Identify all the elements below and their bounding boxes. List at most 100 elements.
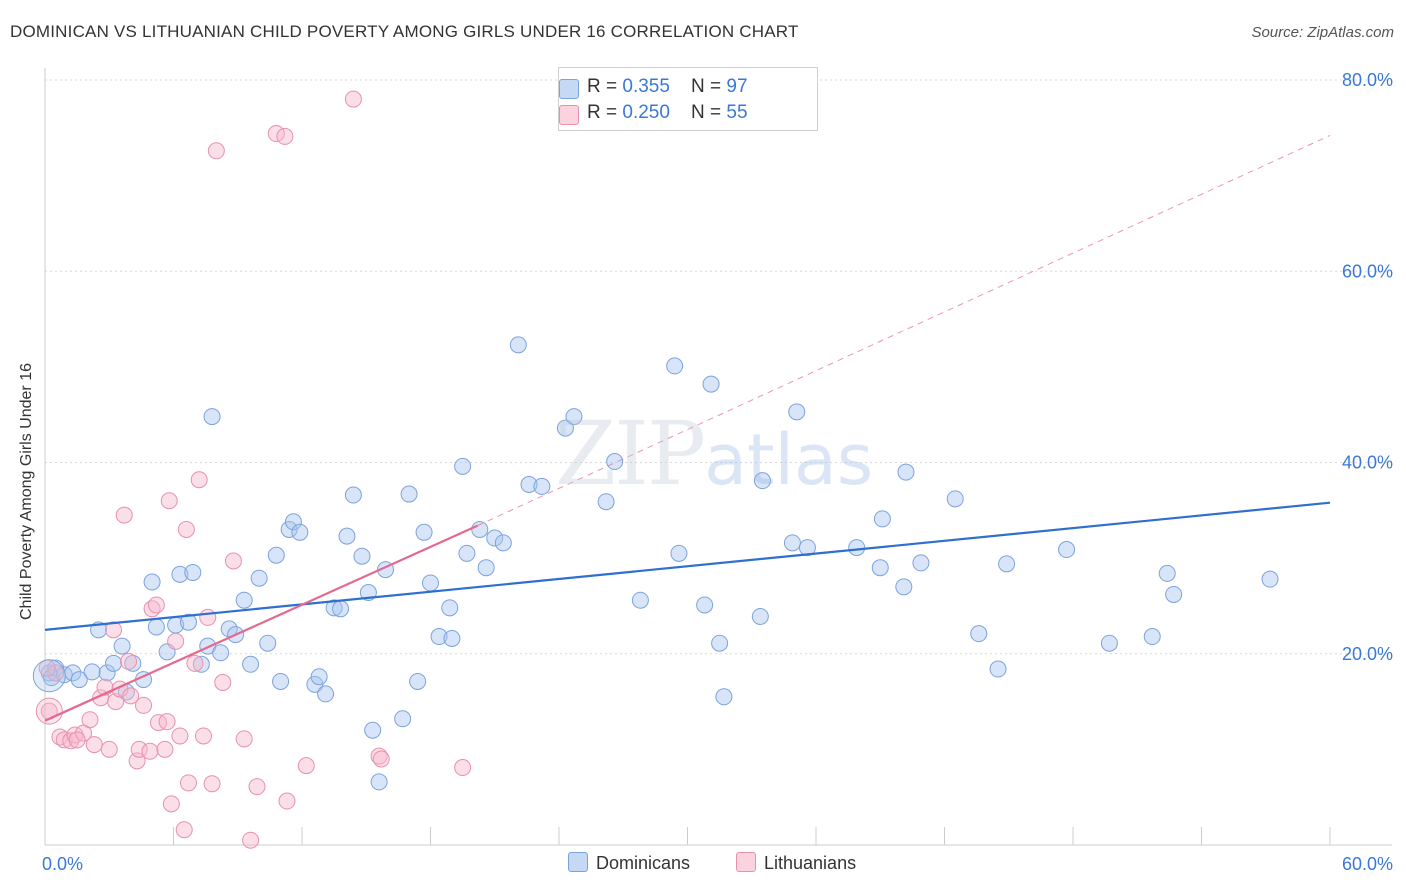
data-point: [1165, 585, 1183, 603]
data-point: [248, 778, 266, 796]
y-tick-label: 20.0%: [1342, 644, 1393, 664]
data-point: [509, 336, 527, 354]
data-point: [171, 727, 189, 745]
stats-row-lithuanians: R = 0.250 N = 55: [559, 102, 748, 125]
data-point: [338, 527, 356, 545]
data-point: [203, 775, 221, 793]
data-point: [798, 539, 816, 557]
data-point: [486, 529, 504, 547]
lithuanians-legend-swatch: [736, 852, 756, 872]
data-point: [105, 654, 123, 672]
data-point: [606, 453, 624, 471]
x-tick-label: 0.0%: [42, 854, 83, 874]
data-point: [242, 831, 260, 849]
data-point: [946, 490, 964, 508]
data-point: [353, 547, 371, 565]
data-point: [259, 634, 277, 652]
data-point: [989, 660, 1007, 678]
data-point: [556, 419, 574, 437]
watermark-atlas: atlas: [704, 419, 874, 501]
data-point: [1158, 564, 1176, 582]
data-point: [344, 486, 362, 504]
data-point: [276, 127, 294, 145]
data-point: [291, 523, 309, 541]
data-point: [156, 740, 174, 758]
data-point: [788, 403, 806, 421]
data-point: [895, 578, 913, 596]
data-point: [98, 664, 116, 682]
data-point: [477, 559, 495, 577]
data-point: [422, 574, 439, 592]
stats-legend: R = 0.355 N = 97 R = 0.250 N = 55: [558, 67, 818, 131]
legend-label: Dominicans: [596, 853, 691, 873]
chart-title: DOMINICAN VS LITHUANIAN CHILD POVERTY AM…: [10, 22, 799, 41]
trend-lines: [44, 135, 1331, 722]
data-point: [207, 142, 225, 160]
tick-labels: 20.0% 40.0% 60.0% 80.0% 0.0% 60.0%: [42, 70, 1393, 874]
y-tick-label: 40.0%: [1342, 453, 1393, 473]
stats-row-dominicans: R = 0.355 N = 97: [559, 76, 748, 99]
data-point: [344, 90, 362, 108]
data-point: [897, 463, 915, 481]
data-point: [199, 608, 217, 626]
data-point: [970, 625, 988, 643]
dominicans-trend-line: [44, 501, 1331, 631]
data-point: [203, 408, 221, 426]
data-point: [147, 618, 165, 636]
data-point: [400, 485, 418, 503]
data-point: [194, 727, 212, 745]
data-point: [224, 552, 242, 570]
legend-item-dominicans: Dominicans: [568, 852, 690, 874]
data-point: [179, 774, 197, 792]
data-point: [306, 675, 324, 693]
data-point: [192, 655, 210, 673]
data-point: [310, 668, 328, 686]
data-point: [158, 713, 176, 731]
r-value: 0.355: [622, 76, 670, 97]
y-axis-label: Child Poverty Among Girls Under 16: [18, 363, 35, 620]
zipatlas-watermark: ZIPatlas: [555, 402, 873, 505]
data-point: [100, 740, 118, 758]
data-point: [332, 600, 350, 618]
n-label: N =: [691, 76, 727, 97]
lithuanians-trend-line: [44, 524, 479, 722]
data-point: [912, 554, 930, 572]
data-point: [998, 555, 1016, 573]
legend-label: Lithuanians: [764, 853, 857, 873]
data-point: [370, 773, 388, 791]
n-value: 97: [726, 76, 748, 97]
data-point: [715, 688, 733, 706]
data-point: [235, 591, 253, 609]
data-point: [122, 687, 140, 705]
data-point: [85, 736, 103, 754]
data-point: [370, 747, 388, 765]
data-point: [471, 520, 489, 538]
lithuanians-swatch: [559, 105, 579, 125]
n-value: 55: [726, 102, 748, 123]
data-point: [184, 563, 202, 581]
data-point: [105, 621, 123, 639]
data-point: [175, 821, 193, 839]
data-point: [162, 795, 180, 813]
legend-item-lithuanians: Lithuanians: [736, 852, 856, 874]
data-point: [214, 673, 232, 691]
lithuanians-points: [38, 90, 472, 849]
r-label: R =: [587, 76, 623, 97]
data-point: [167, 632, 185, 650]
data-point: [186, 654, 204, 672]
watermark-zip: ZIP: [555, 402, 706, 505]
data-point: [1058, 541, 1076, 559]
data-point: [702, 375, 720, 393]
r-label: R =: [587, 102, 623, 123]
data-point: [415, 523, 433, 541]
data-point: [441, 599, 459, 617]
data-point: [454, 457, 472, 475]
data-point: [317, 685, 335, 703]
data-point: [113, 637, 131, 655]
dominicans-points: [40, 336, 1279, 791]
data-point: [325, 599, 343, 617]
data-point: [494, 534, 512, 552]
y-tick-label: 80.0%: [1342, 70, 1393, 90]
data-point: [177, 520, 195, 538]
data-point: [873, 510, 891, 528]
